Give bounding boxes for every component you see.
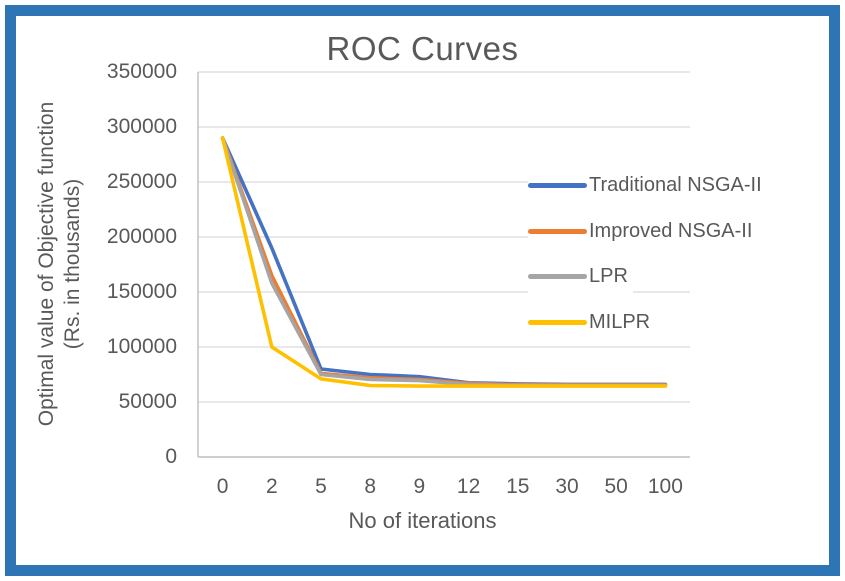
legend-line-swatch-icon: [528, 319, 587, 325]
x-tick-label-0: 0: [216, 475, 229, 498]
x-tick-label-8: 8: [364, 475, 377, 498]
legend-item-traditional-nsga-ii: Traditional NSGA-II: [528, 163, 767, 209]
chart-border-frame: [5, 5, 840, 576]
y-axis-title: Optimal value of Objective function (Rs.…: [34, 39, 86, 489]
x-tick-label-2: 2: [265, 475, 278, 498]
y-tick-label-150000: 150000: [106, 280, 177, 303]
legend-label: LPR: [589, 265, 628, 288]
y-tick-label-250000: 250000: [106, 170, 177, 193]
legend-label: Improved NSGA-II: [589, 219, 753, 242]
legend-item-milpr: MILPR: [528, 299, 656, 345]
legend-item-improved-nsga-ii: Improved NSGA-II: [528, 208, 758, 254]
x-tick-label-50: 50: [604, 475, 628, 498]
legend-label: Traditional NSGA-II: [589, 174, 762, 197]
legend-line-swatch-icon: [528, 183, 587, 189]
x-axis-title: No of iterations: [348, 508, 497, 533]
x-tick-label-15: 15: [506, 475, 530, 498]
y-tick-label-0: 0: [165, 445, 177, 468]
y-tick-label-300000: 300000: [106, 115, 177, 138]
x-tick-label-100: 100: [647, 475, 683, 498]
y-tick-label-50000: 50000: [118, 390, 177, 413]
y-tick-label-350000: 350000: [106, 60, 177, 83]
legend-line-swatch-icon: [528, 228, 587, 234]
series-line-milpr: [220, 136, 668, 388]
legend-item-lpr: LPR: [528, 254, 633, 300]
legend-line-swatch-icon: [528, 274, 587, 280]
x-tick-label-9: 9: [413, 475, 426, 498]
legend-label: MILPR: [589, 310, 651, 333]
y-axis-title-line2: (Rs. in thousands): [61, 178, 84, 350]
chart-title: ROC Curves: [326, 30, 519, 67]
legend: Traditional NSGA-II Improved NSGA-II LPR MI…: [528, 163, 767, 345]
y-tick-label-200000: 200000: [106, 225, 177, 248]
x-tick-label-30: 30: [555, 475, 579, 498]
x-tick-label-12: 12: [456, 475, 481, 498]
x-tick-label-5: 5: [315, 475, 327, 498]
y-tick-label-100000: 100000: [106, 335, 177, 358]
y-axis-title-line1: Optimal value of Objective function: [35, 101, 58, 427]
